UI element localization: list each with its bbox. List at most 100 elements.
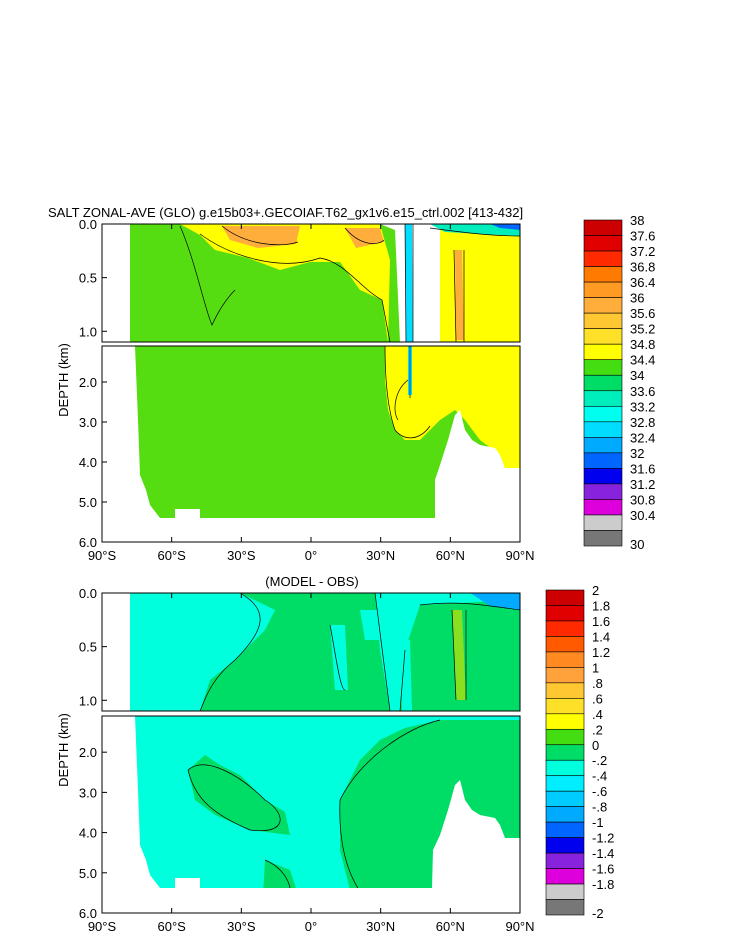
colorbar-label: 37.2 [630,244,655,259]
colorbar-swatch [583,328,623,345]
y-tick-label: 2.0 [79,745,97,760]
salt-land-mask [102,346,520,542]
colorbar-label: 33.2 [630,399,655,414]
colorbar-label: 31.6 [630,461,655,476]
colorbar-label: 34.4 [630,353,655,368]
x-tick-label: 30°S [227,919,256,934]
colorbar-swatch [545,759,585,777]
colorbar-swatch [545,605,585,622]
colorbar-swatch [583,468,623,485]
colorbar-swatch [545,651,585,668]
diff-field-yellow [452,610,466,700]
colorbar-label: 34 [630,368,644,383]
colorbar-label: 0 [592,738,599,753]
diff-deep-green-left [188,755,290,835]
colorbar-swatch [545,775,585,792]
y-tick-label: 0.0 [79,217,97,232]
colorbar-swatch [545,682,585,699]
y-tick-label: 6.0 [79,535,97,550]
colorbar-label: 35.2 [630,322,655,337]
colorbar-swatch [583,514,623,531]
salt-upper-field [102,224,520,342]
colorbar-label: .8 [592,676,603,691]
colorbar-label: -1.6 [592,862,614,877]
colorbar-label: 1.4 [592,629,610,644]
colorbar-swatch [545,852,585,869]
colorbar-swatch [545,868,585,885]
colorbar-label: 36.4 [630,275,655,290]
colorbar-label: 30.4 [630,508,655,523]
colorbar-label: -1 [592,815,604,830]
y-tick-label: 0.0 [79,586,97,601]
colorbar-swatch [545,589,585,606]
diff-lower-field [102,716,520,913]
diff-field-blue-ne [470,593,520,610]
salt-panel: SALT ZONAL-AVE (GLO) g.e15b03+.GECOIAF.T… [48,205,655,563]
colorbar-label: 1.6 [592,614,610,629]
colorbar-swatch [583,405,623,423]
colorbar-swatch [545,790,585,807]
colorbar-label: 37.6 [630,229,655,244]
colorbar-label: -1.2 [592,831,614,846]
colorbar-label: 36 [630,291,644,306]
colorbar-swatch [583,297,623,314]
x-tick-label: 60°S [157,919,186,934]
colorbar-label: -2 [592,906,604,921]
x-tick-label: 90°N [505,548,534,563]
colorbar-swatch [583,499,623,516]
diff-contours-lower [187,719,441,913]
colorbar-swatch [545,837,585,854]
salt-x-tick-labels: 90°S 60°S 30°S 0° 30°N 60°N 90°N [88,224,535,563]
colorbar-swatch [583,235,623,252]
diff-ylabel: DEPTH (km) [56,713,71,787]
colorbar-swatch [583,312,623,329]
x-tick-label: 90°N [505,919,534,934]
y-tick-label: 3.0 [79,415,97,430]
diff-y-tick-labels: 0.0 0.5 1.0 2.0 3.0 4.0 5.0 6.0 [79,586,107,921]
colorbar-swatch [545,899,585,916]
colorbar-swatch [583,281,623,298]
x-tick-label: 0° [305,548,317,563]
colorbar-swatch [545,667,585,684]
colorbar-label: 32.4 [630,430,655,445]
diff-upper-field [102,593,520,711]
colorbar-label: -1.8 [592,877,614,892]
salt-title: SALT ZONAL-AVE (GLO) g.e15b03+.GECOIAF.T… [48,205,523,220]
colorbar-swatch [545,883,585,900]
salt-y-tick-labels: 0.0 0.5 1.0 2.0 3.0 4.0 5.0 6.0 [79,217,107,550]
colorbar-label: 31.2 [630,477,655,492]
colorbar-label: 2 [592,583,599,598]
diff-field-cyan-inner [330,610,412,711]
diff-contours-upper [199,593,520,711]
colorbar-label: -.6 [592,784,607,799]
colorbar-label: .2 [592,722,603,737]
colorbar-swatch [545,744,585,761]
colorbar-swatch [545,713,585,730]
colorbar-swatch [583,530,623,547]
y-tick-label: 5.0 [79,495,97,510]
colorbar-swatch [545,728,585,746]
colorbar-swatch [583,219,623,236]
diff-land-mask [102,716,520,913]
colorbar-swatch [583,483,623,500]
x-tick-label: 60°N [436,548,465,563]
colorbar-swatch [545,636,585,653]
colorbar-swatch [583,266,623,283]
y-tick-label: 4.0 [79,826,97,841]
colorbar-label: 32 [630,446,644,461]
y-tick-label: 0.5 [79,640,97,655]
colorbar-label: 35.6 [630,306,655,321]
colorbar-label: 1.2 [592,645,610,660]
colorbar-swatch [583,437,623,454]
salt-field-yellow [180,224,520,342]
colorbar-swatch [583,452,623,469]
y-tick-label: 0.5 [79,271,97,286]
colorbar-label: 36.8 [630,260,655,275]
colorbar-label: 34.8 [630,337,655,352]
x-tick-label: 60°N [436,919,465,934]
colorbar-swatch [545,806,585,823]
colorbar-swatch [583,421,623,438]
colorbar-label: -.2 [592,753,607,768]
colorbar-label: .4 [592,707,603,722]
colorbar-swatch [583,250,623,267]
